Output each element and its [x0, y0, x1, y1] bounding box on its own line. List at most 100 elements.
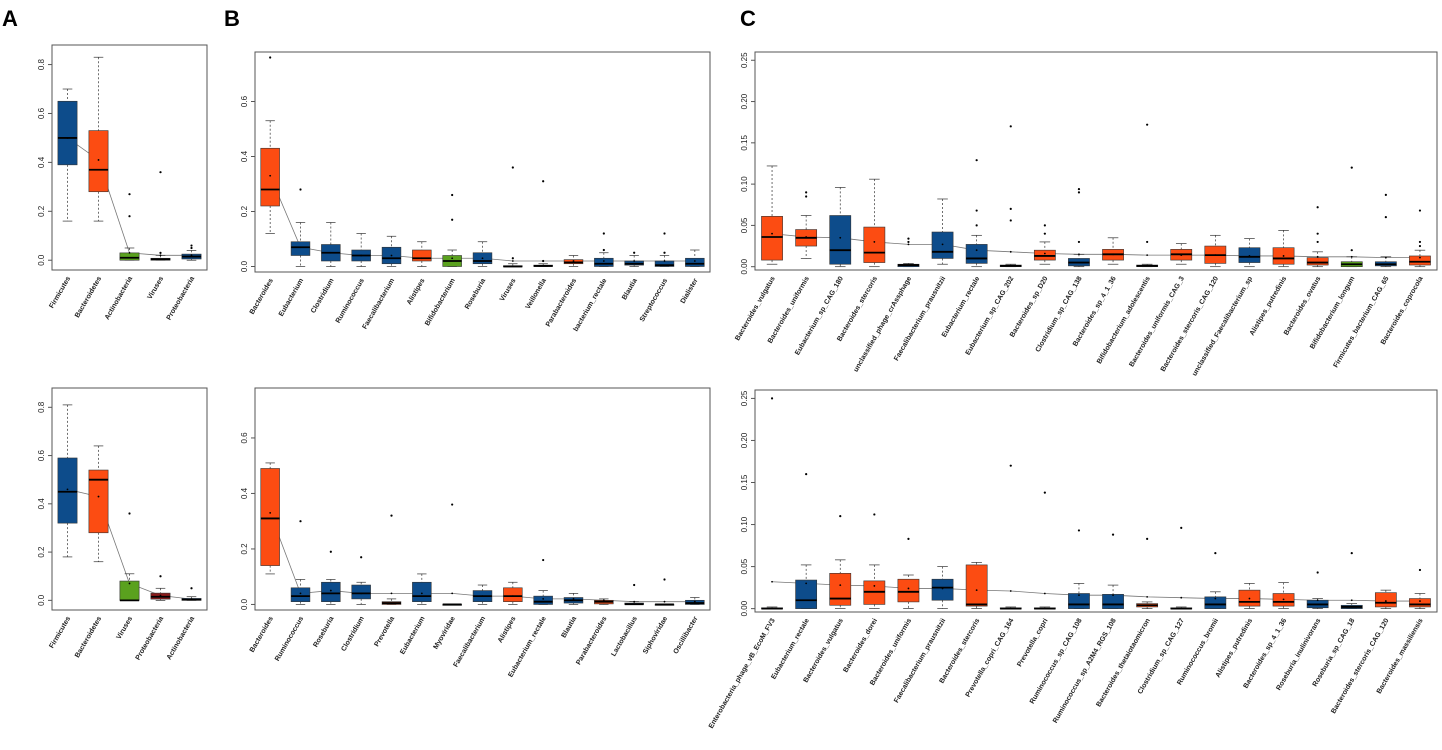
box-body [1374, 592, 1397, 608]
box-12 [1170, 243, 1193, 265]
plot-frame [51, 387, 208, 611]
y-tick-label: 0.0 [240, 260, 249, 272]
y-tick-label: 0.25 [740, 52, 749, 68]
mean-point [873, 241, 876, 243]
box-body [503, 587, 523, 602]
mean-point [1009, 250, 1012, 253]
mean-point [1078, 253, 1080, 256]
mean-point [839, 584, 842, 586]
outlier-point [299, 188, 302, 191]
box-9 [1068, 187, 1090, 268]
mean-point [481, 257, 484, 260]
box-body [260, 147, 280, 207]
category-label: Bacteroidetes [74, 615, 103, 659]
mean-point [511, 595, 514, 598]
category-label: Roseburia [464, 277, 487, 310]
category-label: Bacteroides [249, 277, 275, 315]
category-label: Viruses [499, 277, 518, 302]
y-tick-label: 0.10 [740, 176, 749, 192]
outlier-point [190, 587, 193, 590]
box-11 [594, 598, 614, 605]
box-7 [472, 584, 493, 605]
chart-C-top: 0.00 0.05 0.10 0.15 0.20 0.25 Bacteroides_vulg… [734, 51, 1438, 377]
mean-point [572, 598, 575, 600]
box-2 [829, 187, 852, 268]
y-tick-label: 0.6 [37, 107, 46, 119]
category-label: Bacteroidetes [74, 275, 103, 319]
mean-point [663, 260, 666, 262]
y-tick-label: 0.4 [37, 498, 46, 510]
outlier-point [1316, 206, 1319, 209]
outlier-point [907, 237, 910, 240]
box-body [57, 457, 78, 524]
box-body [897, 578, 920, 603]
box-14 [685, 597, 705, 605]
outlier-point [633, 583, 636, 587]
outlier-point [1418, 209, 1422, 212]
category-label: Bacteroides_stercoris_CAG_120 [1160, 275, 1220, 373]
y-tick-label: 0.15 [740, 135, 749, 151]
box-5 [931, 198, 954, 265]
chart-B-top: 0.0 0.2 0.4 0.6 Bacteroides Eubacterium Clostr… [240, 51, 711, 333]
category-label: Dialister [680, 277, 700, 305]
box-13 [654, 578, 675, 606]
mean-point [451, 257, 454, 260]
box-18 [1374, 193, 1397, 268]
box-0 [761, 165, 783, 265]
mean-point [975, 249, 978, 252]
y-tick-label: 0.05 [740, 558, 749, 574]
box-11 [1136, 537, 1159, 609]
box-1 [88, 445, 109, 563]
category-label: Alistipes_putredinis [1215, 617, 1255, 679]
y-tick-label: 0.00 [740, 600, 749, 616]
category-label: Firmicutes [48, 275, 72, 309]
outlier-point [805, 191, 808, 194]
category-label: Bifidobacterium [424, 278, 457, 328]
category-label: Viruses [147, 275, 166, 300]
box-7 [999, 125, 1022, 268]
mean-point [97, 159, 100, 161]
outlier-point [190, 246, 193, 250]
outlier-point [602, 248, 605, 252]
box-13 [654, 232, 675, 267]
category-label: Streptococcus [639, 277, 669, 323]
outlier-point [1009, 125, 1012, 128]
mean-point [1043, 252, 1046, 255]
box-2 [829, 515, 852, 609]
box-1 [88, 56, 109, 222]
box-18 [1374, 589, 1397, 609]
mean-point [420, 592, 423, 595]
mean-point [907, 587, 910, 590]
box-2 [321, 222, 341, 267]
mean-point [66, 488, 69, 491]
box-body [761, 216, 783, 261]
category-label: bacterium_rectale [573, 277, 609, 332]
box-2 [321, 550, 341, 605]
box-body [931, 578, 954, 601]
category-label: unclassified_phage_crAssphage [853, 275, 914, 373]
category-label: Bacteroides_stercoris [836, 275, 879, 342]
mean-point [390, 592, 393, 595]
box-7 [999, 464, 1022, 610]
box-14 [1238, 583, 1261, 609]
mean-point [420, 257, 423, 260]
mean-point [66, 137, 69, 139]
y-tick-label: 0.4 [37, 156, 46, 168]
category-label: Eubacterium [278, 278, 305, 318]
mean-point [329, 251, 332, 254]
y-tick-label: 0.2 [37, 205, 46, 217]
category-label: Eubacterium [399, 616, 426, 656]
box-9 [533, 558, 553, 605]
box-0 [761, 397, 783, 610]
y-tick-label: 0.4 [240, 150, 249, 162]
category-label: Bacteroides_dorei [842, 617, 879, 673]
mean-point [1146, 254, 1149, 257]
box-body [351, 584, 371, 600]
mean-point [1180, 254, 1183, 257]
box-12 [1170, 526, 1193, 610]
outlier-point [128, 193, 131, 196]
outlier-point [770, 397, 774, 400]
category-label: Oscillibacter [672, 615, 699, 655]
category-label: Blautia [621, 277, 639, 301]
y-tick-label: 0.00 [740, 258, 749, 274]
